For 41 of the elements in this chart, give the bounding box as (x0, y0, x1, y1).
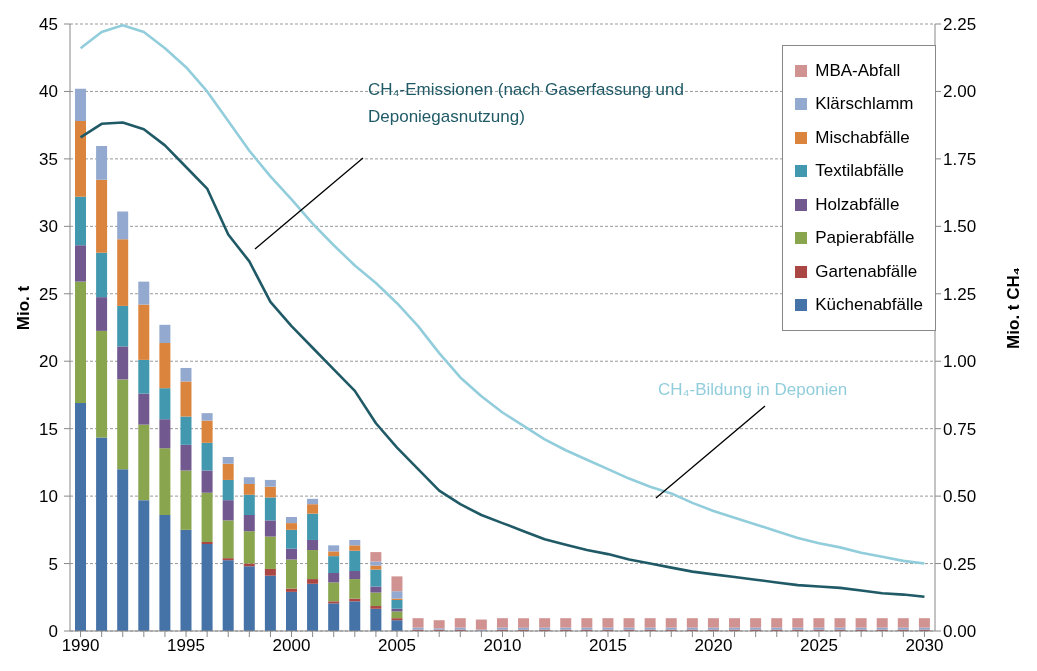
x-tick-label: 2030 (905, 636, 944, 656)
y-tick-label: 30 (39, 217, 58, 237)
y-tick-label: 10 (39, 487, 58, 507)
y-tick-label: 0 (48, 621, 58, 641)
x-tick-label: 2015 (589, 636, 627, 656)
x-tick-label: 2010 (483, 636, 522, 656)
legend-label: Gartenabfälle (815, 261, 918, 282)
text: CH₄-Bildung in Deponien (658, 379, 849, 401)
legend-label: Holzabfälle (815, 194, 900, 215)
y-tick-label: 20 (39, 352, 58, 372)
y2-tick-label: 1.00 (943, 352, 977, 372)
legend-label: Mischabfälle (815, 127, 910, 148)
y2-tick-label: 1.75 (943, 149, 977, 169)
y2-tick-label: 2.25 (943, 15, 977, 35)
x-tick-label: 2000 (272, 636, 311, 656)
x-tick-label: 2020 (694, 636, 733, 656)
x-tick-label: 1990 (61, 636, 100, 656)
y-tick-label: 15 (39, 419, 58, 439)
y-tick-label: 45 (39, 14, 58, 34)
x-tick-label: 2025 (800, 636, 838, 656)
legend-label: MBA-Abfall (815, 60, 901, 81)
x-tick-label: 2005 (378, 636, 416, 656)
legend-label: Papierabfälle (815, 228, 915, 249)
legend-label: Küchenabfälle (815, 295, 923, 316)
y2-tick-label: 0.00 (943, 622, 977, 642)
legend-label: Textilabfälle (815, 161, 905, 182)
legend-label: Klärschlamm (815, 94, 914, 115)
y-tick-label: 40 (39, 82, 58, 102)
y-axis-title: Mio. t (14, 285, 34, 331)
y-tick-label: 35 (39, 149, 58, 169)
y2-tick-label: 2.00 (943, 82, 977, 102)
y2-tick-label: 0.25 (943, 554, 977, 574)
y2-tick-label: 1.50 (943, 217, 977, 237)
y-tick-label: 25 (39, 284, 58, 304)
y2-tick-label: 0.50 (943, 487, 977, 507)
x-tick-label: 1995 (167, 636, 205, 656)
y2-tick-label: 1.25 (943, 284, 977, 304)
y-tick-label: 5 (48, 554, 58, 574)
y2-axis-title: Mio. t CH₄ (1004, 267, 1024, 349)
y2-tick-label: 0.75 (943, 419, 977, 439)
text: CH₄-Emissionen (nach Gaserfassung und Deponiegasnutzung) (368, 79, 685, 128)
